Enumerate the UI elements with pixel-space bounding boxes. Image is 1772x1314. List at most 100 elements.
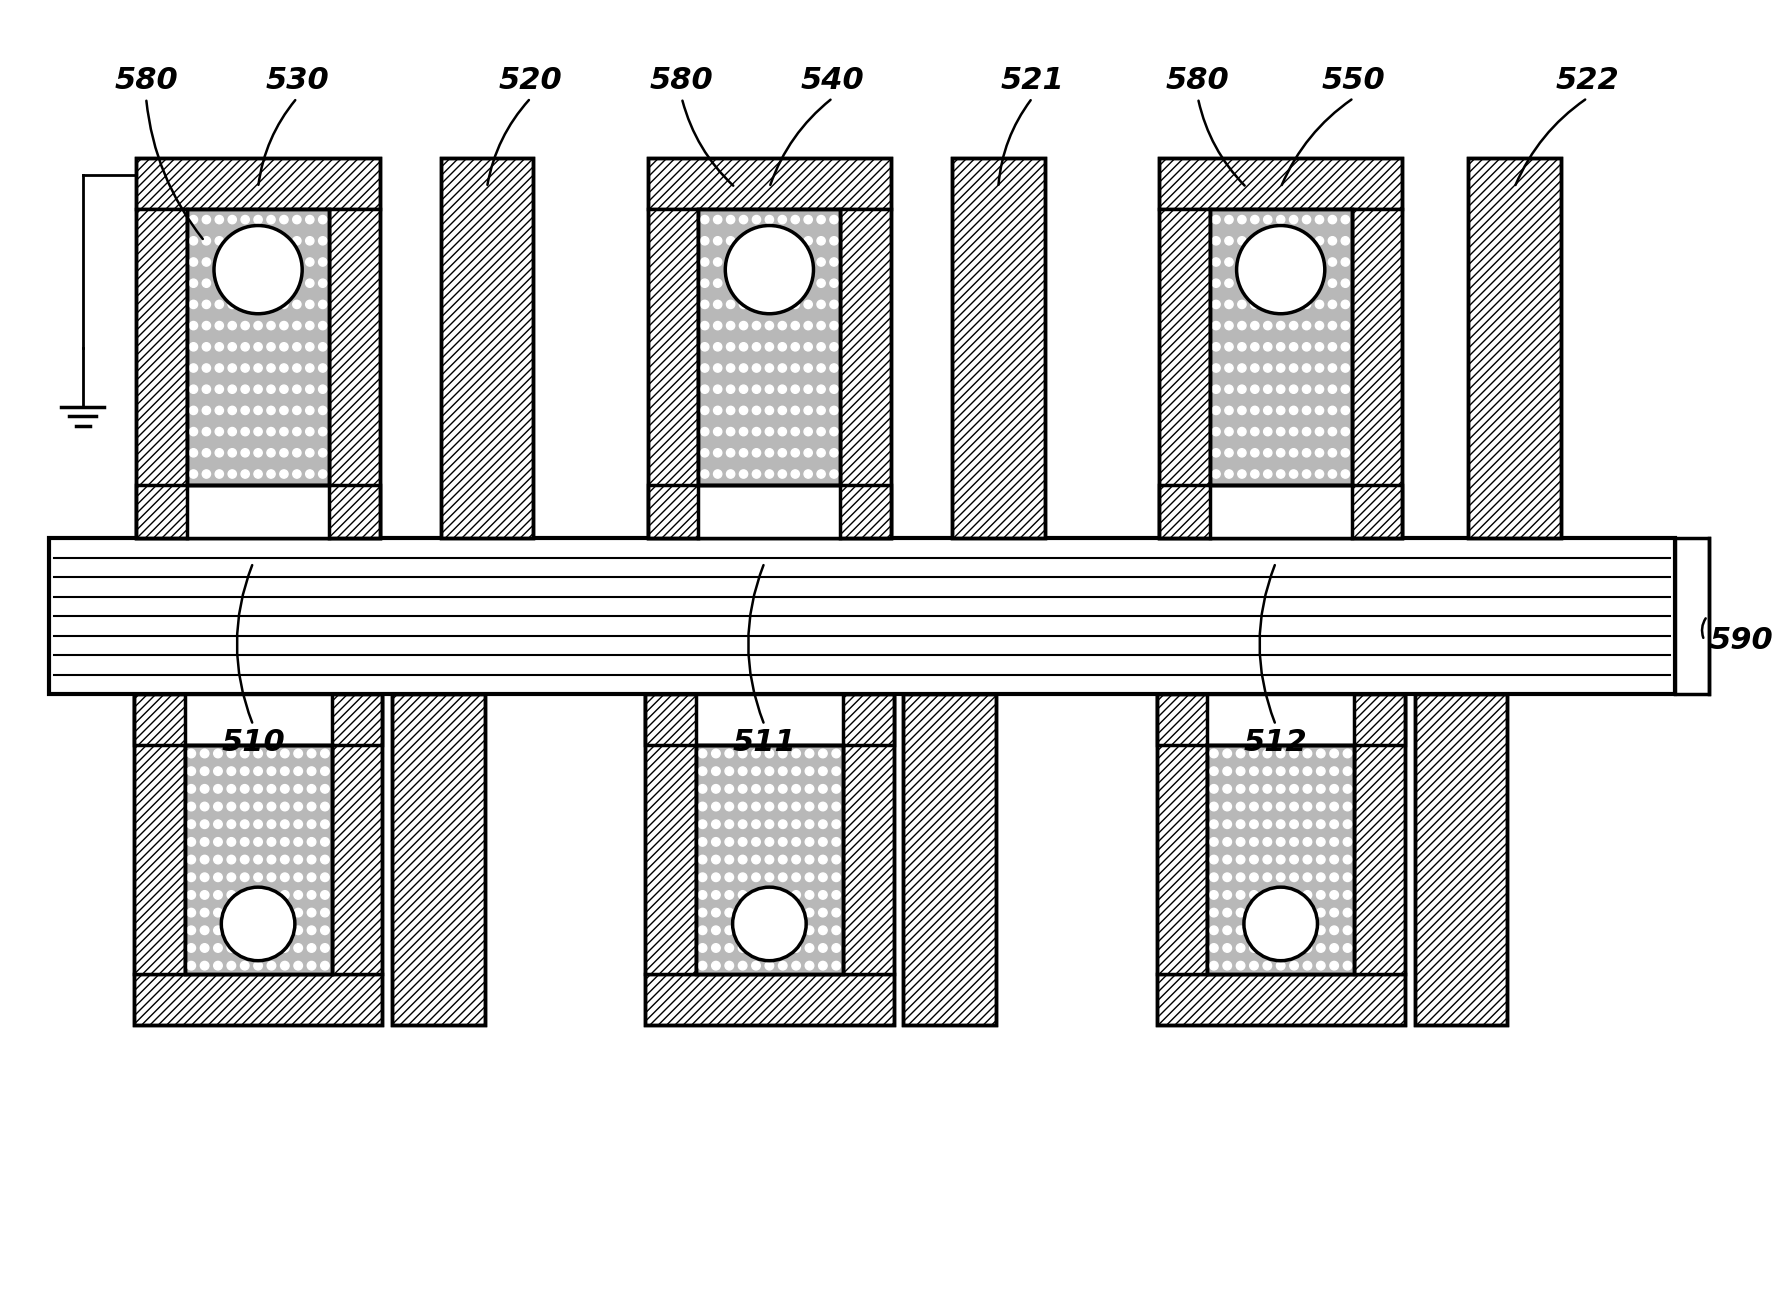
Circle shape: [305, 427, 314, 436]
Circle shape: [1290, 258, 1297, 267]
Circle shape: [739, 749, 748, 758]
Circle shape: [1276, 322, 1285, 330]
Circle shape: [305, 258, 314, 267]
Circle shape: [1341, 215, 1350, 223]
Circle shape: [1237, 908, 1246, 917]
Circle shape: [1315, 427, 1324, 436]
Circle shape: [1263, 215, 1272, 223]
Circle shape: [241, 427, 250, 436]
Circle shape: [214, 943, 222, 953]
Circle shape: [753, 215, 760, 223]
Circle shape: [227, 891, 236, 899]
Circle shape: [712, 784, 719, 794]
Circle shape: [200, 855, 209, 863]
Circle shape: [1223, 803, 1232, 811]
Circle shape: [280, 749, 289, 758]
Circle shape: [753, 364, 760, 372]
Circle shape: [698, 926, 707, 934]
Circle shape: [307, 784, 315, 794]
Circle shape: [739, 872, 748, 882]
Circle shape: [714, 448, 721, 457]
Circle shape: [1317, 926, 1325, 934]
Circle shape: [214, 891, 222, 899]
Circle shape: [321, 767, 330, 775]
Circle shape: [1249, 767, 1258, 775]
Circle shape: [1223, 837, 1232, 846]
Circle shape: [1263, 872, 1272, 882]
Circle shape: [202, 364, 211, 372]
Circle shape: [727, 322, 735, 330]
Circle shape: [292, 215, 301, 223]
Circle shape: [739, 427, 748, 436]
Circle shape: [817, 279, 826, 288]
Circle shape: [1237, 943, 1246, 953]
Bar: [392, 694, 484, 1025]
Circle shape: [739, 258, 748, 267]
Circle shape: [188, 908, 195, 917]
Circle shape: [227, 962, 236, 970]
Circle shape: [712, 767, 719, 775]
Circle shape: [1210, 855, 1217, 863]
Circle shape: [1251, 385, 1258, 393]
Circle shape: [1315, 470, 1324, 478]
Circle shape: [1341, 237, 1350, 244]
Circle shape: [829, 322, 838, 330]
Circle shape: [1329, 385, 1336, 393]
Circle shape: [792, 803, 801, 811]
Circle shape: [698, 767, 707, 775]
Bar: [184, 745, 331, 975]
Circle shape: [280, 962, 289, 970]
Circle shape: [241, 908, 250, 917]
Circle shape: [725, 908, 734, 917]
Circle shape: [214, 784, 222, 794]
Circle shape: [1302, 784, 1311, 794]
Circle shape: [321, 926, 330, 934]
Circle shape: [222, 887, 294, 961]
Circle shape: [227, 820, 236, 829]
Circle shape: [1276, 837, 1285, 846]
Circle shape: [1329, 279, 1336, 288]
Circle shape: [1302, 803, 1311, 811]
Circle shape: [253, 215, 262, 223]
Circle shape: [1341, 385, 1350, 393]
Circle shape: [833, 855, 840, 863]
Circle shape: [1317, 872, 1325, 882]
Circle shape: [739, 448, 748, 457]
Circle shape: [790, 385, 799, 393]
Circle shape: [1239, 279, 1246, 288]
Circle shape: [714, 258, 721, 267]
Circle shape: [1276, 385, 1285, 393]
Circle shape: [829, 343, 838, 351]
Circle shape: [766, 427, 774, 436]
Circle shape: [698, 784, 707, 794]
Circle shape: [819, 803, 828, 811]
Circle shape: [1224, 258, 1233, 267]
Circle shape: [268, 820, 276, 829]
Circle shape: [714, 279, 721, 288]
Circle shape: [294, 767, 303, 775]
Circle shape: [268, 962, 276, 970]
Bar: [1159, 485, 1402, 539]
Circle shape: [1239, 385, 1246, 393]
Circle shape: [294, 855, 303, 863]
Circle shape: [1317, 943, 1325, 953]
Circle shape: [1302, 406, 1311, 414]
Circle shape: [292, 364, 301, 372]
Circle shape: [214, 448, 223, 457]
Circle shape: [1343, 872, 1352, 882]
Circle shape: [1276, 767, 1285, 775]
Circle shape: [1239, 448, 1246, 457]
Circle shape: [753, 448, 760, 457]
Circle shape: [253, 943, 262, 953]
Circle shape: [294, 908, 303, 917]
Circle shape: [1224, 427, 1233, 436]
Circle shape: [294, 891, 303, 899]
Circle shape: [1251, 237, 1258, 244]
Circle shape: [1302, 322, 1311, 330]
Circle shape: [294, 803, 303, 811]
Circle shape: [778, 872, 787, 882]
Circle shape: [1290, 279, 1297, 288]
Circle shape: [305, 406, 314, 414]
Circle shape: [778, 385, 787, 393]
Circle shape: [280, 943, 289, 953]
